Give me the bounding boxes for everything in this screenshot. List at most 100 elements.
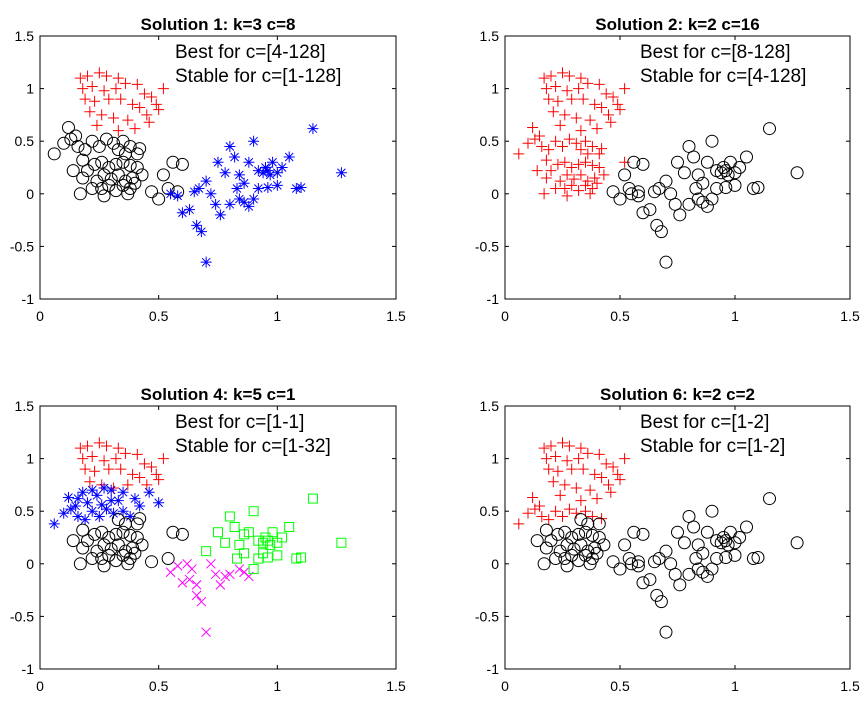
- point-plus: [593, 448, 605, 460]
- axes-frame: [504, 35, 851, 300]
- point-asterisk: [105, 484, 117, 496]
- point-circle: [102, 548, 116, 562]
- point-plus: [580, 505, 591, 517]
- point-plus: [96, 479, 108, 491]
- series-circle: [606, 122, 804, 269]
- series-plus: [74, 437, 169, 494]
- point-plus: [586, 140, 598, 152]
- x-tick-label: 0.5: [149, 678, 169, 694]
- point-asterisk: [72, 493, 84, 505]
- point-circle: [76, 171, 90, 185]
- point-plus: [550, 183, 562, 195]
- point-circle: [558, 552, 572, 566]
- point-circle: [728, 536, 742, 550]
- point-circle: [763, 122, 776, 136]
- point-plus: [150, 98, 162, 110]
- y-tick-label: 1: [491, 451, 499, 467]
- point-plus: [146, 91, 158, 103]
- point-asterisk: [233, 169, 245, 181]
- point-plus: [540, 83, 552, 95]
- point-plus: [559, 479, 571, 491]
- point-plus: [531, 165, 543, 177]
- point-circle: [627, 155, 641, 169]
- point-circle: [73, 187, 87, 201]
- point-circle: [654, 225, 668, 239]
- point-asterisk: [100, 503, 112, 515]
- point-circle: [97, 538, 111, 552]
- point-x: [220, 571, 230, 582]
- point-square: [213, 527, 223, 538]
- y-tick-label: -0.5: [475, 238, 499, 254]
- point-plus: [573, 185, 585, 197]
- point-asterisk: [86, 505, 98, 517]
- point-x: [215, 579, 226, 590]
- point-plus: [552, 465, 564, 477]
- series-square: [201, 493, 347, 575]
- point-asterisk: [143, 486, 155, 498]
- point-circle: [539, 541, 553, 555]
- point-circle: [719, 180, 733, 194]
- point-circle: [109, 527, 123, 541]
- point-circle: [618, 538, 632, 552]
- point-plus: [563, 70, 575, 82]
- point-asterisk: [79, 514, 91, 526]
- point-plus: [557, 67, 568, 79]
- point-circle: [92, 139, 106, 153]
- point-plus: [557, 437, 568, 449]
- x-tick-label: 1: [731, 308, 739, 324]
- point-plus: [573, 83, 585, 95]
- point-circle: [721, 168, 735, 182]
- point-square: [201, 546, 212, 557]
- series-plus: [513, 67, 631, 202]
- point-plus: [543, 463, 555, 475]
- point-asterisk: [65, 503, 77, 515]
- point-plus: [550, 505, 562, 517]
- point-plus: [598, 169, 610, 181]
- x-tick-label: 0.5: [610, 678, 630, 694]
- point-plus: [596, 143, 608, 155]
- point-circle: [613, 562, 627, 576]
- point-asterisk: [108, 507, 120, 519]
- point-circle: [733, 531, 747, 544]
- point-circle: [652, 552, 666, 566]
- x-tick-label: 0: [501, 308, 509, 324]
- point-asterisk: [193, 183, 205, 195]
- point-plus: [119, 77, 131, 89]
- point-plus: [543, 144, 555, 156]
- point-plus: [612, 98, 624, 110]
- annotation-text: Stable for c=[1-2]: [640, 436, 785, 457]
- point-circle: [625, 557, 638, 571]
- y-tick-label: 0.5: [480, 133, 500, 149]
- point-plus: [593, 162, 605, 173]
- annotation-text: Best for c=[8-128]: [640, 42, 791, 63]
- point-asterisk: [210, 198, 222, 210]
- point-plus: [84, 106, 96, 118]
- point-circle: [717, 531, 730, 544]
- point-circle: [156, 168, 170, 182]
- point-circle: [790, 536, 804, 550]
- point-asterisk: [335, 167, 347, 179]
- point-circle: [631, 559, 645, 573]
- point-circle: [57, 136, 71, 150]
- point-circle: [728, 548, 742, 562]
- point-square: [248, 564, 259, 575]
- point-plus: [580, 156, 591, 168]
- point-plus: [605, 486, 617, 498]
- point-plus: [538, 72, 550, 84]
- point-plus: [89, 465, 101, 477]
- point-x: [187, 564, 197, 574]
- point-circle: [560, 559, 574, 573]
- point-circle: [95, 155, 109, 169]
- point-plus: [100, 440, 112, 452]
- point-circle: [76, 541, 90, 555]
- point-circle: [689, 552, 703, 566]
- x-tick-label: 0.5: [149, 308, 169, 324]
- point-circle: [648, 555, 661, 569]
- point-circle: [166, 525, 180, 539]
- point-x: [196, 596, 207, 607]
- point-plus: [559, 183, 571, 195]
- point-plus: [96, 109, 108, 121]
- point-plus: [603, 479, 614, 491]
- point-circle: [677, 536, 691, 550]
- point-square: [284, 521, 295, 532]
